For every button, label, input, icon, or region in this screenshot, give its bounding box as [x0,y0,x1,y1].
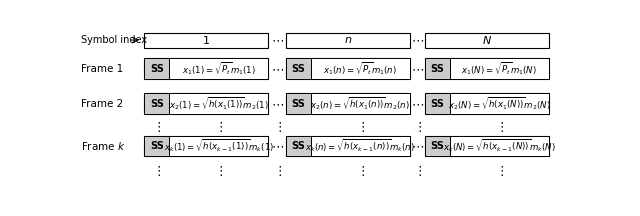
Bar [425,93,548,114]
Text: $x_1(N)=\sqrt{P_t}m_1(N)$: $x_1(N)=\sqrt{P_t}m_1(N)$ [461,60,537,77]
Bar [310,93,410,114]
Text: $\cdots$: $\cdots$ [411,33,424,47]
Text: $\vdots$: $\vdots$ [356,164,365,178]
Bar [286,93,310,114]
Text: $\vdots$: $\vdots$ [495,164,504,178]
Bar [425,136,449,156]
Text: $x_1(1)=\sqrt{P_t}m_1(1)$: $x_1(1)=\sqrt{P_t}m_1(1)$ [182,60,256,77]
Text: SS: SS [430,99,444,109]
Bar [425,136,548,156]
Bar [169,93,269,114]
Text: Frame $k$: Frame $k$ [81,140,125,152]
Text: Frame 1: Frame 1 [81,64,124,74]
Text: $\vdots$: $\vdots$ [356,119,365,133]
Text: $\cdots$: $\cdots$ [411,140,424,152]
Text: $x_2(1)=\sqrt{h(x_1(1))}m_2(1)$: $x_2(1)=\sqrt{h(x_1(1))}m_2(1)$ [169,95,269,112]
Text: SS: SS [150,64,164,74]
Text: $1$: $1$ [202,34,211,46]
Text: SS: SS [150,141,164,151]
Bar [169,136,269,156]
Text: $\vdots$: $\vdots$ [495,119,504,133]
Text: $\vdots$: $\vdots$ [273,119,282,133]
Bar [145,58,169,79]
Text: SS: SS [430,141,444,151]
Bar [286,58,410,79]
Bar [286,136,310,156]
Text: $\cdots$: $\cdots$ [271,140,284,152]
Bar [286,58,310,79]
Text: Symbol index: Symbol index [81,35,150,45]
Bar [310,136,410,156]
Bar [145,136,169,156]
Text: $N$: $N$ [482,34,492,46]
Bar [145,58,269,79]
Bar [286,136,410,156]
Bar [145,93,269,114]
Text: $\cdots$: $\cdots$ [271,62,284,75]
Text: $\vdots$: $\vdots$ [214,119,223,133]
Text: $\cdots$: $\cdots$ [411,62,424,75]
Text: SS: SS [430,64,444,74]
Text: Frame 2: Frame 2 [81,99,124,109]
Text: $x_k(n)=\sqrt{h(x_{k-1}(n))}m_k(n)$: $x_k(n)=\sqrt{h(x_{k-1}(n))}m_k(n)$ [305,138,415,154]
Text: SS: SS [291,99,305,109]
Text: SS: SS [150,99,164,109]
Text: SS: SS [291,64,305,74]
Bar [145,93,169,114]
Text: $x_2(N)=\sqrt{h(x_1(N))}m_2(N)$: $x_2(N)=\sqrt{h(x_1(N))}m_2(N)$ [448,95,550,112]
Text: $\vdots$: $\vdots$ [152,119,161,133]
Bar [425,58,449,79]
Text: $n$: $n$ [344,35,352,45]
Bar [145,136,269,156]
Text: $x_1(n)=\sqrt{P_t}m_1(n)$: $x_1(n)=\sqrt{P_t}m_1(n)$ [323,60,397,77]
Text: $\cdots$: $\cdots$ [271,97,284,110]
Text: $\cdots$: $\cdots$ [271,33,284,47]
Text: $\vdots$: $\vdots$ [413,164,422,178]
Bar [449,136,548,156]
Bar [449,58,548,79]
Text: $x_k(1)=\sqrt{h(x_{k-1}(1))}m_k(1)$: $x_k(1)=\sqrt{h(x_{k-1}(1))}m_k(1)$ [164,138,274,154]
Text: $x_2(n)=\sqrt{h(x_1(n))}m_2(n)$: $x_2(n)=\sqrt{h(x_1(n))}m_2(n)$ [310,95,410,112]
Bar [425,58,548,79]
Bar [286,33,410,48]
Text: $\vdots$: $\vdots$ [413,119,422,133]
Bar [286,93,410,114]
Text: $\cdots$: $\cdots$ [411,97,424,110]
Bar [425,93,449,114]
Bar [310,58,410,79]
Text: $\vdots$: $\vdots$ [273,164,282,178]
Bar [425,33,548,48]
Bar [169,58,269,79]
Bar [145,33,269,48]
Text: $\vdots$: $\vdots$ [214,164,223,178]
Bar [449,93,548,114]
Text: $\vdots$: $\vdots$ [152,164,161,178]
Text: SS: SS [291,141,305,151]
Text: $x_k(N)=\sqrt{h(x_{k-1}(N))}m_k(N)$: $x_k(N)=\sqrt{h(x_{k-1}(N))}m_k(N)$ [443,138,556,154]
